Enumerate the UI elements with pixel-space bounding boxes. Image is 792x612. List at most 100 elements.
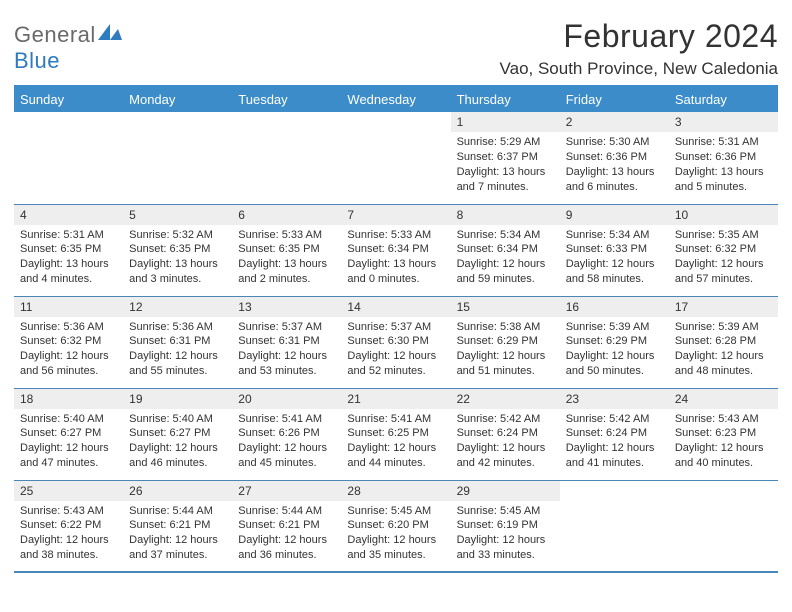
day-number: 11 [14,297,123,317]
day-number: 12 [123,297,232,317]
daylight-line-1: Daylight: 12 hours [129,349,226,364]
day-number: 20 [232,389,341,409]
sunrise-line: Sunrise: 5:33 AM [347,228,444,243]
day-details: Sunrise: 5:43 AMSunset: 6:22 PMDaylight:… [14,501,123,565]
day-details: Sunrise: 5:37 AMSunset: 6:30 PMDaylight:… [341,317,450,381]
day-cell: 7Sunrise: 5:33 AMSunset: 6:34 PMDaylight… [341,204,450,296]
daylight-line-2: and 35 minutes. [347,548,444,563]
sunrise-line: Sunrise: 5:39 AM [675,320,772,335]
day-details: Sunrise: 5:30 AMSunset: 6:36 PMDaylight:… [560,132,669,196]
daylight-line-2: and 40 minutes. [675,456,772,471]
sunset-line: Sunset: 6:21 PM [238,518,335,533]
day-cell: 16Sunrise: 5:39 AMSunset: 6:29 PMDayligh… [560,296,669,388]
sunset-line: Sunset: 6:29 PM [566,334,663,349]
sunset-line: Sunset: 6:34 PM [457,242,554,257]
col-friday: Friday [560,86,669,112]
sunset-line: Sunset: 6:29 PM [457,334,554,349]
sunset-line: Sunset: 6:37 PM [457,150,554,165]
day-cell: 11Sunrise: 5:36 AMSunset: 6:32 PMDayligh… [14,296,123,388]
sunrise-line: Sunrise: 5:43 AM [675,412,772,427]
day-number: 24 [669,389,778,409]
sunset-line: Sunset: 6:34 PM [347,242,444,257]
daylight-line-1: Daylight: 12 hours [20,441,117,456]
col-tuesday: Tuesday [232,86,341,112]
daylight-line-2: and 45 minutes. [238,456,335,471]
day-number: 8 [451,205,560,225]
sunset-line: Sunset: 6:22 PM [20,518,117,533]
week-row: 11Sunrise: 5:36 AMSunset: 6:32 PMDayligh… [14,296,778,388]
day-cell: 19Sunrise: 5:40 AMSunset: 6:27 PMDayligh… [123,388,232,480]
day-details: Sunrise: 5:42 AMSunset: 6:24 PMDaylight:… [451,409,560,473]
col-monday: Monday [123,86,232,112]
daylight-line-2: and 33 minutes. [457,548,554,563]
sunrise-line: Sunrise: 5:36 AM [20,320,117,335]
day-details: Sunrise: 5:44 AMSunset: 6:21 PMDaylight:… [232,501,341,565]
week-row: 1Sunrise: 5:29 AMSunset: 6:37 PMDaylight… [14,112,778,204]
day-cell: 29Sunrise: 5:45 AMSunset: 6:19 PMDayligh… [451,480,560,572]
day-number: 16 [560,297,669,317]
sunrise-line: Sunrise: 5:37 AM [238,320,335,335]
daylight-line-1: Daylight: 13 hours [566,165,663,180]
sunset-line: Sunset: 6:19 PM [457,518,554,533]
day-number: 25 [14,481,123,501]
daylight-line-1: Daylight: 12 hours [457,441,554,456]
day-header-row: Sunday Monday Tuesday Wednesday Thursday… [14,86,778,112]
sunrise-line: Sunrise: 5:35 AM [675,228,772,243]
sunrise-line: Sunrise: 5:34 AM [457,228,554,243]
day-details: Sunrise: 5:41 AMSunset: 6:25 PMDaylight:… [341,409,450,473]
day-number: 4 [14,205,123,225]
day-details: Sunrise: 5:45 AMSunset: 6:19 PMDaylight:… [451,501,560,565]
daylight-line-2: and 38 minutes. [20,548,117,563]
day-details: Sunrise: 5:32 AMSunset: 6:35 PMDaylight:… [123,225,232,289]
day-cell: 4Sunrise: 5:31 AMSunset: 6:35 PMDaylight… [14,204,123,296]
day-cell: 25Sunrise: 5:43 AMSunset: 6:22 PMDayligh… [14,480,123,572]
col-sunday: Sunday [14,86,123,112]
sunset-line: Sunset: 6:27 PM [20,426,117,441]
sunset-line: Sunset: 6:24 PM [566,426,663,441]
day-cell: 21Sunrise: 5:41 AMSunset: 6:25 PMDayligh… [341,388,450,480]
day-number: 9 [560,205,669,225]
sunrise-line: Sunrise: 5:39 AM [566,320,663,335]
calendar-table: Sunday Monday Tuesday Wednesday Thursday… [14,85,778,573]
day-cell: 24Sunrise: 5:43 AMSunset: 6:23 PMDayligh… [669,388,778,480]
day-number: 27 [232,481,341,501]
daylight-line-1: Daylight: 12 hours [457,533,554,548]
day-number: 10 [669,205,778,225]
daylight-line-1: Daylight: 12 hours [347,533,444,548]
day-cell [232,112,341,204]
sunrise-line: Sunrise: 5:42 AM [457,412,554,427]
sunset-line: Sunset: 6:33 PM [566,242,663,257]
sunrise-line: Sunrise: 5:38 AM [457,320,554,335]
day-details: Sunrise: 5:39 AMSunset: 6:28 PMDaylight:… [669,317,778,381]
brand-triangle-icon [96,22,124,42]
daylight-line-1: Daylight: 13 hours [20,257,117,272]
daylight-line-1: Daylight: 13 hours [457,165,554,180]
day-cell: 8Sunrise: 5:34 AMSunset: 6:34 PMDaylight… [451,204,560,296]
daylight-line-1: Daylight: 12 hours [457,349,554,364]
week-row: 25Sunrise: 5:43 AMSunset: 6:22 PMDayligh… [14,480,778,572]
day-cell: 18Sunrise: 5:40 AMSunset: 6:27 PMDayligh… [14,388,123,480]
sunset-line: Sunset: 6:31 PM [238,334,335,349]
sunset-line: Sunset: 6:20 PM [347,518,444,533]
sunset-line: Sunset: 6:26 PM [238,426,335,441]
day-details: Sunrise: 5:40 AMSunset: 6:27 PMDaylight:… [14,409,123,473]
day-details: Sunrise: 5:43 AMSunset: 6:23 PMDaylight:… [669,409,778,473]
week-row: 18Sunrise: 5:40 AMSunset: 6:27 PMDayligh… [14,388,778,480]
day-number: 23 [560,389,669,409]
sunset-line: Sunset: 6:21 PM [129,518,226,533]
daylight-line-2: and 5 minutes. [675,180,772,195]
sunset-line: Sunset: 6:35 PM [20,242,117,257]
daylight-line-1: Daylight: 12 hours [675,349,772,364]
day-number: 21 [341,389,450,409]
brand-name: General Blue [14,22,124,74]
daylight-line-1: Daylight: 12 hours [20,533,117,548]
day-details: Sunrise: 5:41 AMSunset: 6:26 PMDaylight:… [232,409,341,473]
sunrise-line: Sunrise: 5:30 AM [566,135,663,150]
calendar-body: 1Sunrise: 5:29 AMSunset: 6:37 PMDaylight… [14,112,778,572]
day-cell: 14Sunrise: 5:37 AMSunset: 6:30 PMDayligh… [341,296,450,388]
daylight-line-2: and 58 minutes. [566,272,663,287]
day-cell: 28Sunrise: 5:45 AMSunset: 6:20 PMDayligh… [341,480,450,572]
day-details: Sunrise: 5:45 AMSunset: 6:20 PMDaylight:… [341,501,450,565]
brand-logo: General Blue [14,22,124,74]
daylight-line-2: and 41 minutes. [566,456,663,471]
